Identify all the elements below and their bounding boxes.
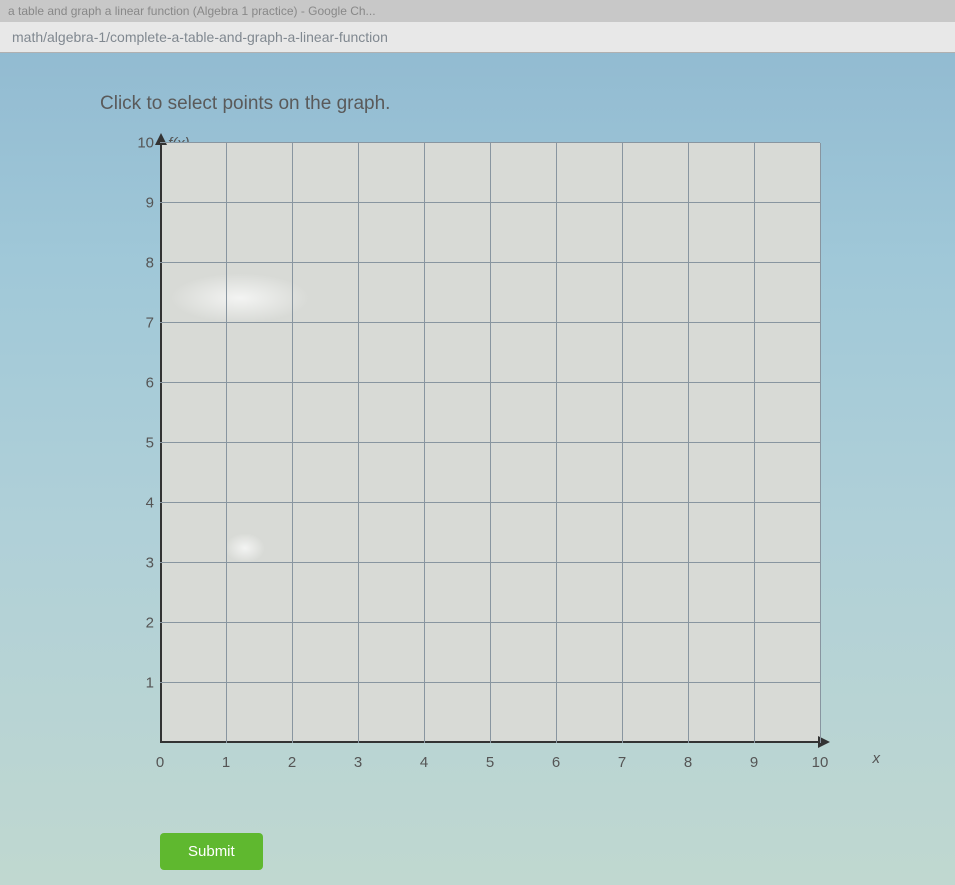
gridline-vertical [490,143,491,743]
y-tick-label: 1 [126,675,154,692]
address-bar[interactable]: math/algebra-1/complete-a-table-and-grap… [0,22,955,52]
browser-tab[interactable]: a table and graph a linear function (Alg… [0,0,955,22]
gridline-vertical [754,143,755,743]
x-tick-label: 5 [486,754,494,771]
x-tick-label: 0 [156,754,164,771]
x-axis-label: x [873,750,881,767]
gridline-vertical [622,143,623,743]
tab-title: a table and graph a linear function (Alg… [8,4,376,18]
x-tick-label: 10 [812,754,829,771]
x-tick-label: 2 [288,754,296,771]
gridline-vertical [292,143,293,743]
graph-canvas[interactable]: 12345678910012345678910 [160,143,820,743]
x-tick-label: 8 [684,754,692,771]
url-text: math/algebra-1/complete-a-table-and-grap… [8,29,388,45]
y-tick-label: 2 [126,615,154,632]
y-tick-label: 7 [126,315,154,332]
y-tick-label: 4 [126,495,154,512]
gridline-vertical [556,143,557,743]
y-tick-label: 10 [126,135,154,152]
browser-chrome: a table and graph a linear function (Alg… [0,0,955,53]
x-tick-label: 3 [354,754,362,771]
exercise-content: Click to select points on the graph. f(x… [0,53,955,870]
x-tick-label: 4 [420,754,428,771]
y-axis [160,143,162,743]
graph-wrapper: f(x) x 12345678910012345678910 [100,133,870,813]
y-tick-label: 3 [126,555,154,572]
instruction-text: Click to select points on the graph. [100,93,955,115]
submit-button[interactable]: Submit [160,833,263,870]
y-tick-label: 6 [126,375,154,392]
gridline-vertical [424,143,425,743]
gridline-vertical [820,143,821,743]
glare-artifact [170,273,310,323]
gridline-vertical [688,143,689,743]
x-tick-label: 1 [222,754,230,771]
x-tick-label: 7 [618,754,626,771]
x-tick-label: 9 [750,754,758,771]
arrow-up-icon [155,133,167,145]
y-tick-label: 5 [126,435,154,452]
gridline-vertical [358,143,359,743]
gridline-vertical [226,143,227,743]
x-tick-label: 6 [552,754,560,771]
y-tick-label: 9 [126,195,154,212]
y-tick-label: 8 [126,255,154,272]
glare-artifact [225,533,265,563]
